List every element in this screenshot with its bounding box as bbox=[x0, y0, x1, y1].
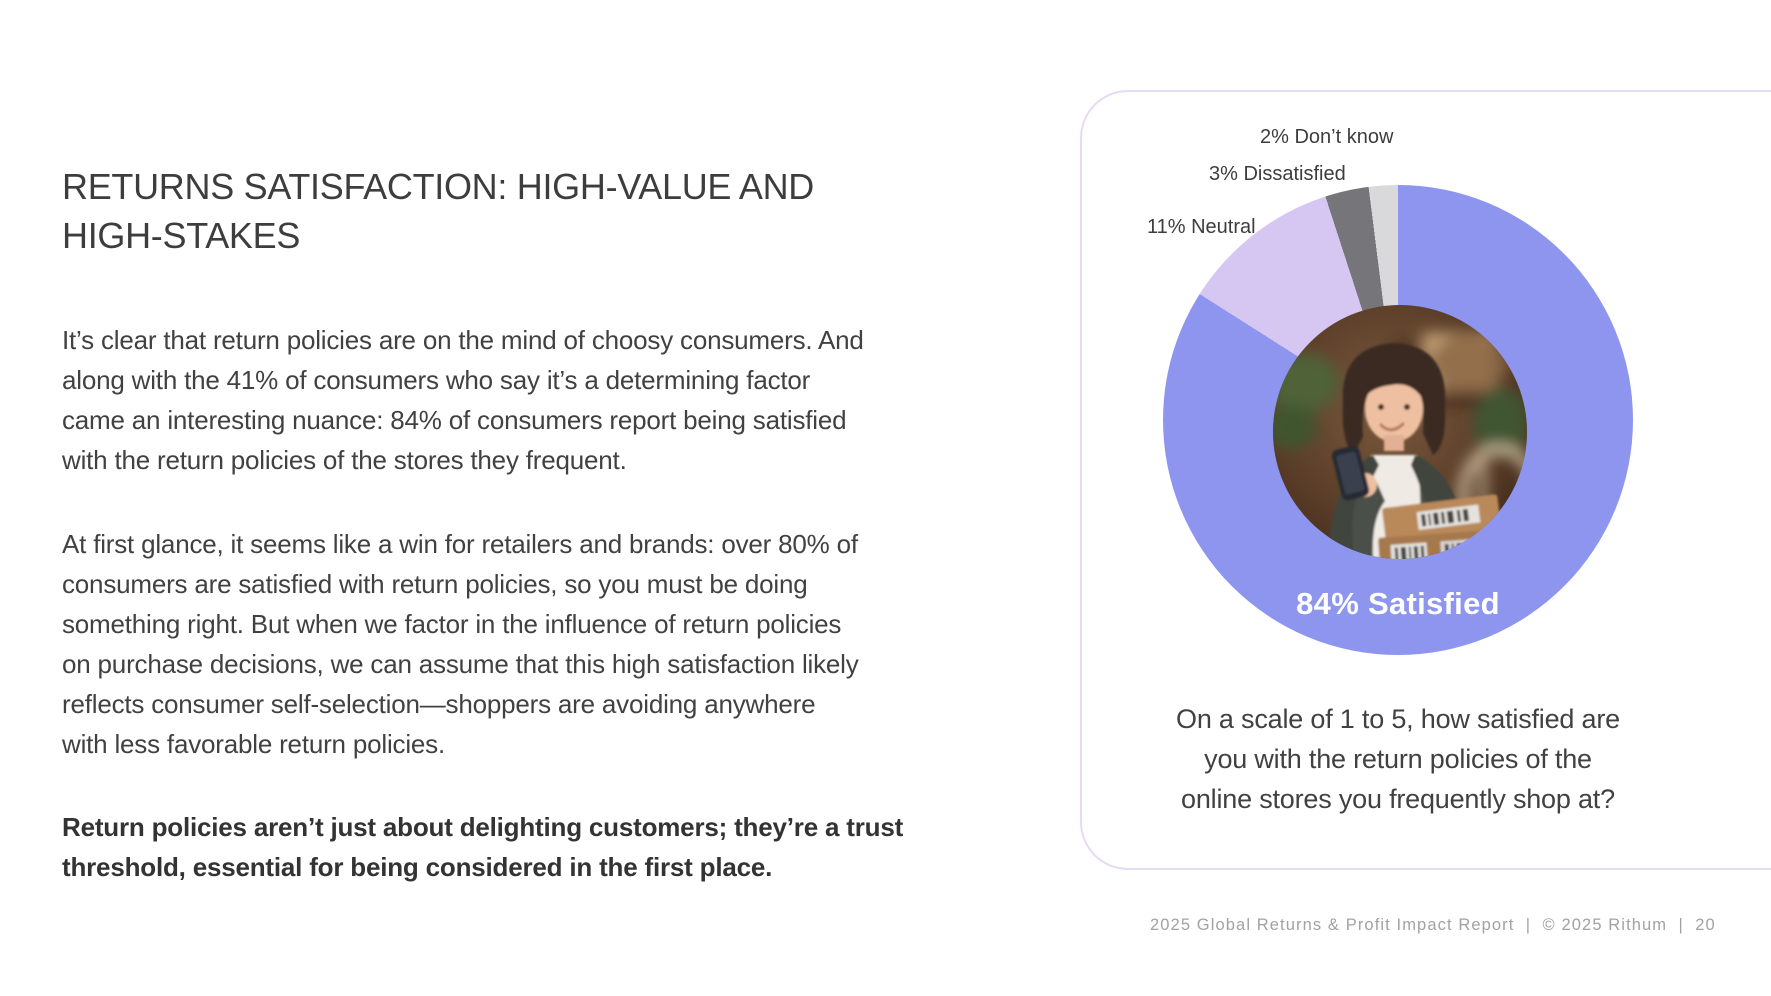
pie-label-dont-know: 2% Don’t know bbox=[1260, 126, 1394, 148]
body-paragraph-3-bold: Return policies aren’t just about deligh… bbox=[62, 812, 904, 882]
survey-question: On a scale of 1 to 5, how satisfied are … bbox=[1176, 704, 1620, 814]
center-photo bbox=[1273, 305, 1527, 559]
pie-label-neutral: 11% Neutral bbox=[1147, 216, 1256, 238]
pie-center-label: 84% Satisfied bbox=[1296, 586, 1500, 621]
body-paragraph-1: It’s clear that return policies are on t… bbox=[62, 325, 864, 475]
body-paragraph-2: At first glance, it seems like a win for… bbox=[62, 529, 859, 759]
pie-label-dissatisfied: 3% Dissatisfied bbox=[1209, 163, 1346, 185]
center-photo-illustration bbox=[1273, 305, 1527, 559]
page-title: RETURNS SATISFACTION: HIGH-VALUE AND HIG… bbox=[62, 166, 814, 257]
page-footer: 2025 Global Returns & Profit Impact Repo… bbox=[1150, 916, 1716, 934]
